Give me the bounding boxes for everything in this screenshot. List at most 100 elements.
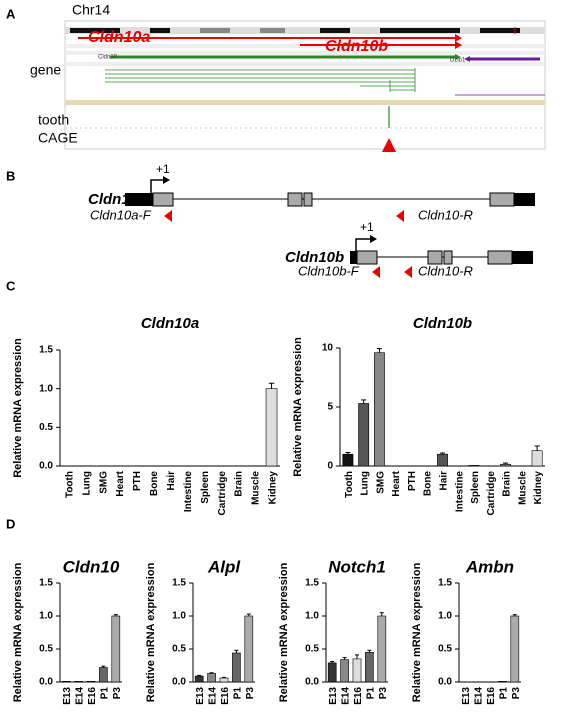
x-tick-label: Bone bbox=[149, 471, 160, 496]
y-tick-label: 1.0 bbox=[39, 611, 53, 622]
y-tick-label: 1.5 bbox=[438, 578, 452, 589]
gene-structure: Cldn10a +1 Cldn10a-F Cldn10-R Cldn10b +1… bbox=[88, 162, 535, 278]
bar bbox=[232, 652, 241, 683]
transcript-label: Cldn10a bbox=[88, 29, 150, 46]
y-tick-label: 1.0 bbox=[172, 611, 186, 622]
y-tick-label: 1.5 bbox=[39, 578, 53, 589]
chart-title: Ambn bbox=[465, 557, 514, 576]
x-tick-label: Spleen bbox=[470, 471, 481, 504]
x-tick-label: PTH bbox=[407, 471, 418, 491]
bar bbox=[342, 453, 354, 467]
y-tick-label: 0.5 bbox=[39, 422, 53, 433]
x-tick-label: Cartridge bbox=[217, 471, 228, 516]
x-tick-label: E13 bbox=[62, 687, 73, 705]
y-tick-label: 1.5 bbox=[39, 345, 53, 356]
x-tick-label: E14 bbox=[341, 687, 352, 705]
x-tick-label: P3 bbox=[378, 687, 389, 700]
bar bbox=[365, 651, 374, 683]
primer-label: Cldn10a-F bbox=[90, 207, 152, 222]
x-tick-label: Muscle bbox=[517, 471, 528, 505]
y-tick-label: 0.0 bbox=[438, 677, 452, 688]
panel-label: A bbox=[6, 6, 16, 21]
x-tick-label: Intestine bbox=[454, 471, 465, 513]
y-tick-label: 0.5 bbox=[172, 644, 186, 655]
bar bbox=[498, 681, 507, 683]
y-axis-label: Relative mRNA expression bbox=[278, 562, 290, 702]
bar bbox=[207, 673, 216, 683]
bar bbox=[377, 615, 387, 683]
chart-title: Cldn10a bbox=[141, 315, 199, 332]
y-axis-label: Relative mRNA expression bbox=[12, 338, 24, 478]
x-tick-label: Hair bbox=[439, 471, 450, 491]
x-tick-label: E16 bbox=[220, 687, 231, 705]
panel-label: C bbox=[6, 278, 16, 293]
y-tick-label: 1.0 bbox=[39, 383, 53, 394]
chromosome: Chr14 bbox=[72, 2, 110, 18]
bar bbox=[468, 465, 480, 467]
panel-label: D bbox=[6, 516, 15, 531]
x-tick-label: Brain bbox=[502, 471, 513, 497]
y-axis-label: Relative mRNA expression bbox=[411, 562, 423, 702]
track-label: tooth bbox=[38, 112, 69, 128]
bar bbox=[244, 615, 254, 683]
y-tick-label: 0 bbox=[327, 461, 333, 472]
x-tick-label: Brain bbox=[234, 471, 245, 497]
bar bbox=[86, 681, 96, 683]
y-tick-label: 0.0 bbox=[305, 677, 319, 688]
y-tick-label: 0.0 bbox=[39, 677, 53, 688]
bar bbox=[327, 662, 337, 683]
primer-label: Cldn10-R bbox=[418, 263, 473, 278]
y-tick-label: 1.0 bbox=[438, 611, 452, 622]
x-tick-label: P1 bbox=[365, 687, 376, 700]
bar bbox=[194, 675, 204, 683]
y-axis-label: Relative mRNA expression bbox=[145, 562, 157, 702]
y-tick-label: 0.5 bbox=[39, 644, 53, 655]
y-tick-label: 0.0 bbox=[172, 677, 186, 688]
x-tick-label: Intestine bbox=[183, 471, 194, 513]
chart-title: Cldn10 bbox=[63, 557, 120, 576]
gene-name: Dzip1 bbox=[450, 58, 466, 64]
x-tick-label: E14 bbox=[75, 687, 86, 705]
x-tick-label: Lung bbox=[81, 471, 92, 495]
x-tick-label: Muscle bbox=[251, 471, 262, 505]
tss-label: +1 bbox=[360, 220, 374, 234]
tss-label: +1 bbox=[156, 162, 170, 176]
x-tick-label: P1 bbox=[498, 687, 509, 700]
bar bbox=[352, 658, 362, 683]
x-tick-label: E14 bbox=[474, 687, 485, 705]
bar bbox=[219, 677, 229, 683]
bar bbox=[510, 615, 520, 683]
bar bbox=[358, 403, 370, 467]
y-tick-label: 1.5 bbox=[305, 578, 319, 589]
y-tick-label: 1.0 bbox=[305, 611, 319, 622]
x-tick-label: E16 bbox=[486, 687, 497, 705]
gene-name: Cldn10 bbox=[98, 55, 118, 61]
x-tick-label: P3 bbox=[245, 687, 256, 700]
x-tick-label: P1 bbox=[99, 687, 110, 700]
bar bbox=[61, 681, 71, 683]
x-tick-label: P3 bbox=[112, 687, 123, 700]
x-tick-label: P1 bbox=[232, 687, 243, 700]
bar bbox=[373, 352, 385, 467]
chart-title: Alpl bbox=[207, 557, 241, 576]
primer-label: Cldn10b-F bbox=[298, 263, 360, 278]
y-tick-label: 0.5 bbox=[305, 644, 319, 655]
x-tick-label: E13 bbox=[328, 687, 339, 705]
x-tick-label: Hair bbox=[166, 471, 177, 491]
primer-label: Cldn10-R bbox=[418, 207, 473, 222]
track-label: CAGE bbox=[38, 130, 78, 146]
y-axis-label: Relative mRNA expression bbox=[292, 337, 304, 477]
bar bbox=[74, 681, 83, 683]
track-label: gene bbox=[30, 62, 61, 78]
chart-title: Cldn10b bbox=[413, 315, 472, 332]
y-tick-label: 10 bbox=[322, 343, 334, 354]
bar bbox=[340, 659, 349, 683]
x-tick-label: Kidney bbox=[533, 471, 544, 505]
x-tick-label: Spleen bbox=[200, 471, 211, 504]
x-tick-label: Lung bbox=[360, 471, 371, 495]
x-tick-label: Tooth bbox=[344, 471, 355, 498]
x-tick-label: Heart bbox=[391, 470, 402, 496]
x-tick-label: E16 bbox=[87, 687, 98, 705]
x-tick-label: Kidney bbox=[268, 471, 279, 505]
y-tick-label: 0.5 bbox=[438, 644, 452, 655]
